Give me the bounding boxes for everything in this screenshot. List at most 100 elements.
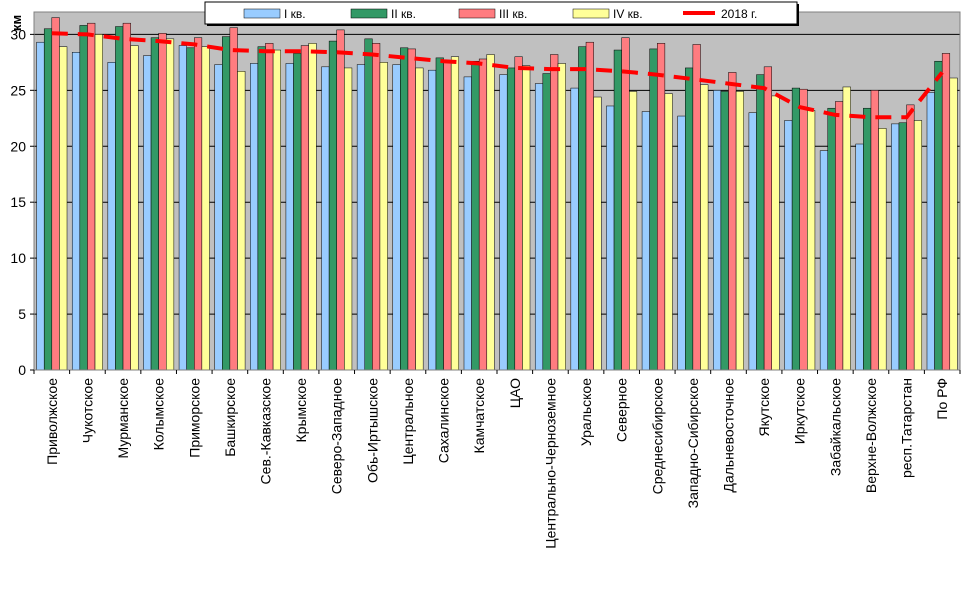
y-tick-label: 20 [10, 138, 26, 154]
bar-1-11 [392, 64, 401, 371]
bar-1-23 [819, 150, 828, 371]
bar-4-10 [379, 62, 388, 371]
bar-4-16 [593, 96, 602, 371]
bar-1-16 [570, 87, 579, 371]
bar-3-1 [51, 17, 60, 371]
bar-2-17 [613, 49, 622, 371]
bar-3-4 [158, 33, 167, 371]
bar-1-3 [107, 62, 116, 371]
bar-3-6 [229, 27, 238, 371]
y-tick-label: 10 [10, 250, 26, 266]
bar-1-13 [463, 76, 472, 371]
bar-1-9 [321, 66, 330, 371]
line-2018 [51, 31, 944, 120]
x-category-label: Колымское [151, 378, 167, 451]
x-category-label: Северо-Западное [329, 378, 345, 494]
legend-label: II кв. [391, 7, 416, 21]
bar-2-23 [827, 107, 836, 371]
x-category-label: Якутское [756, 378, 772, 437]
x-category-label: Дальневосточное [721, 378, 737, 493]
bar-1-12 [428, 69, 437, 371]
bar-3-3 [122, 22, 131, 371]
bar-2-3 [115, 26, 124, 371]
bar-3-18 [657, 43, 666, 371]
x-category-label: Иркутское [792, 378, 808, 444]
bar-4-19 [700, 84, 709, 371]
x-category-label: Камчатское [471, 378, 487, 454]
x-category-label: Сахалинское [436, 378, 452, 463]
x-category-label: ЦАО [507, 378, 523, 408]
bar-3-12 [443, 62, 452, 371]
x-category-label: Уральское [578, 378, 594, 446]
bar-2-1 [43, 28, 53, 371]
bar-1-15 [534, 83, 544, 371]
legend-swatch [458, 8, 496, 19]
bar-3-10 [372, 43, 381, 371]
bar-4-5 [201, 46, 210, 371]
bar-3-15 [550, 54, 559, 371]
bar-3-14 [514, 56, 523, 371]
x-category-label: Мурманское [115, 378, 131, 459]
bar-1-10 [356, 64, 365, 371]
legend-swatch [350, 8, 388, 19]
legend-label: I кв. [284, 7, 306, 21]
bar-3-2 [87, 22, 96, 371]
bar-3-24 [870, 90, 879, 371]
bar-2-2 [79, 25, 88, 371]
x-category-label: Приволжское [44, 378, 60, 465]
bar-1-25 [891, 123, 900, 371]
x-category-label: Среднесибирское [649, 378, 665, 495]
bar-2-22 [791, 87, 800, 371]
y-tick-label: 0 [18, 362, 26, 378]
bar-4-26 [949, 77, 958, 371]
bar-1-18 [641, 111, 650, 371]
bar-3-5 [194, 37, 203, 371]
bar-3-13 [478, 58, 488, 371]
bar-4-9 [344, 67, 353, 371]
bar-4-18 [664, 93, 673, 371]
x-category-label: Обь-Иртышское [364, 378, 380, 483]
bar-3-8 [300, 45, 309, 371]
legend-label: IV кв. [613, 7, 643, 21]
bar-4-1 [59, 46, 68, 371]
bar-2-8 [293, 53, 302, 371]
bar-2-15 [542, 73, 551, 371]
bar-4-7 [272, 49, 281, 371]
bar-2-26 [934, 60, 943, 371]
bar-2-10 [364, 38, 373, 371]
x-category-label: Забайкальское [827, 378, 843, 476]
bar-3-16 [585, 41, 594, 371]
x-category-label: Сев.-Кавказское [258, 378, 274, 485]
bar-2-6 [222, 36, 231, 371]
bar-1-26 [926, 92, 935, 371]
x-category-label: Западно-Сибирское [685, 378, 701, 509]
legend-swatch [243, 8, 281, 19]
bar-4-13 [486, 54, 495, 371]
legend: I кв. II кв. III кв. IV кв. 2018 г. [204, 1, 799, 26]
bar-3-7 [265, 43, 274, 371]
bar-1-7 [250, 63, 259, 371]
y-tick-label: 5 [18, 306, 26, 322]
bar-4-2 [94, 34, 103, 371]
x-category-label: респ.Татарстан [899, 378, 915, 478]
bar-3-17 [621, 37, 630, 371]
x-category-label: Верхне-Волжское [863, 378, 879, 493]
bar-4-21 [771, 95, 780, 371]
bar-3-25 [906, 104, 915, 371]
bar-1-20 [713, 90, 722, 371]
bar-1-14 [499, 74, 508, 371]
bar-2-7 [257, 46, 266, 371]
x-category-label: По РФ [934, 378, 950, 420]
bar-1-24 [855, 143, 864, 371]
bar-3-23 [835, 101, 844, 371]
bar-4-14 [522, 65, 531, 371]
bar-2-13 [471, 60, 480, 371]
x-category-label: Центрально-Черноземное [542, 378, 558, 549]
bar-4-8 [308, 43, 317, 371]
bar-4-3 [130, 45, 139, 371]
bar-4-4 [166, 38, 175, 371]
bar-1-1 [36, 41, 45, 371]
bar-4-22 [807, 110, 816, 371]
bar-2-12 [435, 57, 444, 371]
